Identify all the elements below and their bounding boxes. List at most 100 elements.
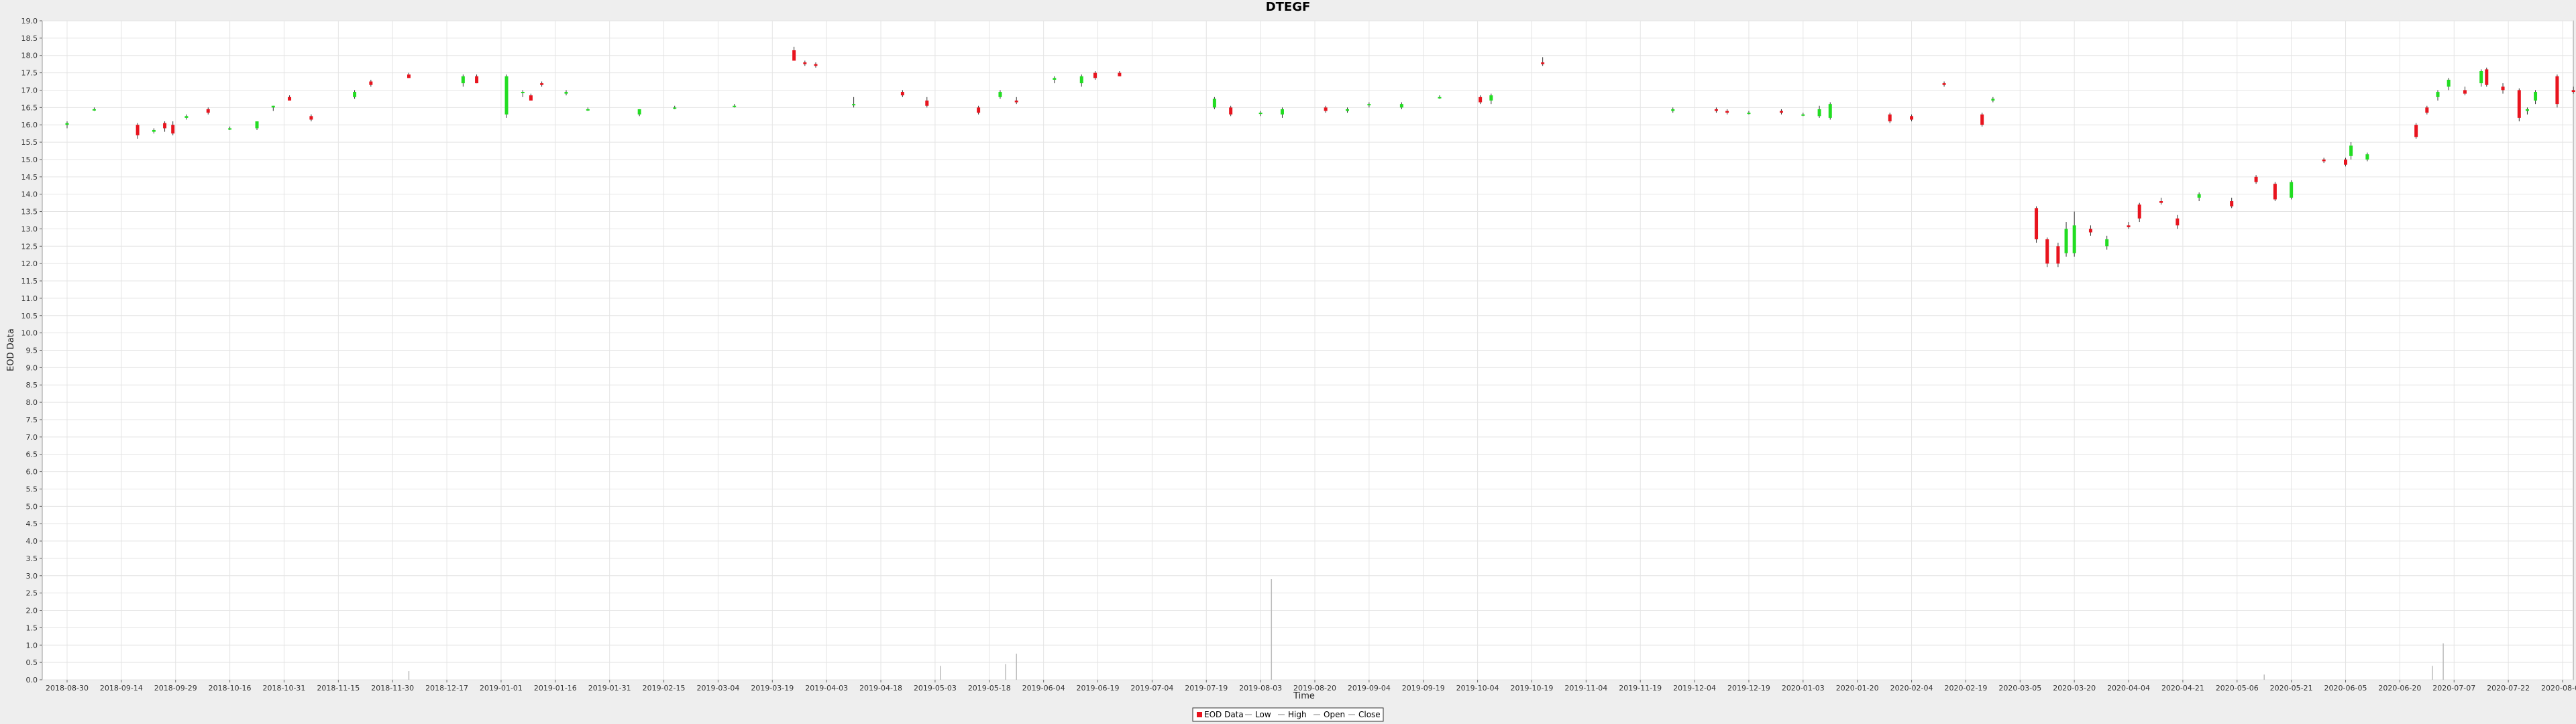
candle	[1671, 107, 1675, 113]
candle-body-down	[2056, 246, 2060, 264]
candle-body-up	[461, 76, 465, 84]
y-tick-label: 12.0	[21, 259, 38, 268]
candle-body-down	[925, 100, 929, 106]
legend-label-close: Close	[1358, 710, 1381, 719]
legend-label-low: Low	[1255, 710, 1271, 719]
candle-body-up	[2525, 109, 2529, 111]
candle	[504, 74, 508, 118]
x-tick-label: 2019-12-19	[1727, 684, 1770, 692]
candle-body-down	[2088, 229, 2092, 233]
y-tick-label: 11.5	[21, 277, 38, 286]
candle-body-up	[353, 92, 357, 97]
gridlines	[42, 20, 2573, 680]
candle-body-down	[1093, 72, 1097, 78]
candle-body-down	[2485, 69, 2489, 85]
y-tick-label: 8.0	[26, 398, 38, 407]
y-tick-label: 14.5	[21, 173, 38, 182]
x-tick-label: 2018-12-17	[425, 684, 468, 692]
candle-body-up	[637, 109, 641, 115]
x-tick-label: 2020-04-21	[2161, 684, 2204, 692]
x-tick-label: 2019-09-04	[1348, 684, 1391, 692]
candle	[1817, 105, 1821, 118]
candle	[1991, 97, 1995, 103]
x-tick-label: 2018-11-30	[371, 684, 414, 692]
candle-body-up	[1671, 109, 1675, 111]
candle	[2571, 86, 2575, 94]
candle	[998, 90, 1002, 99]
candle-body-down	[803, 62, 807, 64]
candle	[2056, 243, 2060, 267]
y-tick-label: 8.5	[26, 381, 38, 389]
candle-body-up	[1399, 104, 1403, 108]
candle	[2534, 90, 2538, 105]
y-tick-label: 12.5	[21, 242, 38, 251]
candle	[1725, 109, 1729, 115]
candle	[2176, 215, 2180, 229]
y-axis-title: EOD Data	[6, 328, 16, 371]
candle	[2436, 90, 2440, 101]
x-tick-label: 2020-08-06	[2541, 684, 2576, 692]
candle-body-down	[900, 92, 904, 96]
candle	[1910, 114, 1914, 122]
candle-body-up	[521, 92, 525, 94]
candle	[2525, 107, 2529, 115]
y-tick-label: 10.5	[21, 312, 38, 320]
candle	[2517, 88, 2521, 122]
x-tick-label: 2020-01-20	[1836, 684, 1879, 692]
candle	[309, 114, 313, 122]
x-tick-label: 2019-03-19	[751, 684, 794, 692]
candle	[1093, 71, 1097, 80]
candle	[2322, 158, 2326, 164]
x-tick-label: 2019-08-20	[1293, 684, 1336, 692]
candle	[2088, 225, 2092, 236]
x-tick-label: 2019-01-01	[480, 684, 523, 692]
candle	[1258, 111, 1263, 117]
candle-body-down	[1942, 83, 1946, 85]
candle	[1479, 95, 1483, 105]
candle	[1747, 111, 1751, 115]
candle-body-down	[2571, 90, 2575, 93]
y-tick-label: 15.5	[21, 138, 38, 147]
candle	[369, 79, 373, 87]
candle	[1828, 102, 1832, 120]
candle	[1801, 113, 1805, 117]
candle	[1541, 57, 1545, 66]
candle-body-up	[1258, 113, 1263, 115]
candle-body-down	[2517, 90, 2521, 118]
y-tick-label: 10.0	[21, 329, 38, 338]
candle-body-up	[2436, 92, 2440, 97]
candle-body-down	[163, 123, 167, 129]
candle-body-up	[1346, 109, 1350, 111]
candle-body-up	[152, 129, 156, 132]
y-tick-label: 6.5	[26, 450, 38, 459]
y-tick-label: 1.0	[26, 641, 38, 650]
candle-body-down	[475, 76, 479, 84]
candle	[1367, 102, 1371, 108]
candle-body-up	[271, 105, 275, 108]
y-tick-label: 0.5	[26, 658, 38, 667]
x-tick-label: 2020-06-05	[2324, 684, 2367, 692]
candle	[1346, 107, 1350, 113]
x-tick-label: 2019-09-19	[1402, 684, 1445, 692]
candle-body-down	[1118, 72, 1122, 76]
candle	[1714, 107, 1718, 113]
x-tick-label: 2018-10-31	[263, 684, 306, 692]
y-axis-ticks: 0.0 0.5 1.0 1.5 2.0 2.5 3.0 3.5 4.0 4.5 5.0 5.5 6.0 6…	[21, 17, 42, 684]
x-tick-label: 2020-06-20	[2378, 684, 2421, 692]
candle-body-down	[2035, 208, 2039, 239]
x-tick-label: 2019-10-19	[1511, 684, 1554, 692]
candle-body-up	[2072, 225, 2076, 253]
candle-body-down	[309, 116, 313, 120]
candle-body-down	[1779, 111, 1783, 113]
candle	[1942, 81, 1946, 87]
candle-body-up	[733, 105, 737, 107]
candle-body-up	[2534, 92, 2538, 101]
legend-swatch-eod	[1197, 712, 1202, 717]
candle	[1438, 95, 1442, 99]
candle	[540, 81, 544, 87]
candle-body-down	[540, 83, 544, 85]
candle	[2159, 197, 2163, 205]
candle	[2197, 192, 2201, 202]
candle-body-up	[228, 128, 232, 130]
candle-body-down	[977, 107, 981, 113]
